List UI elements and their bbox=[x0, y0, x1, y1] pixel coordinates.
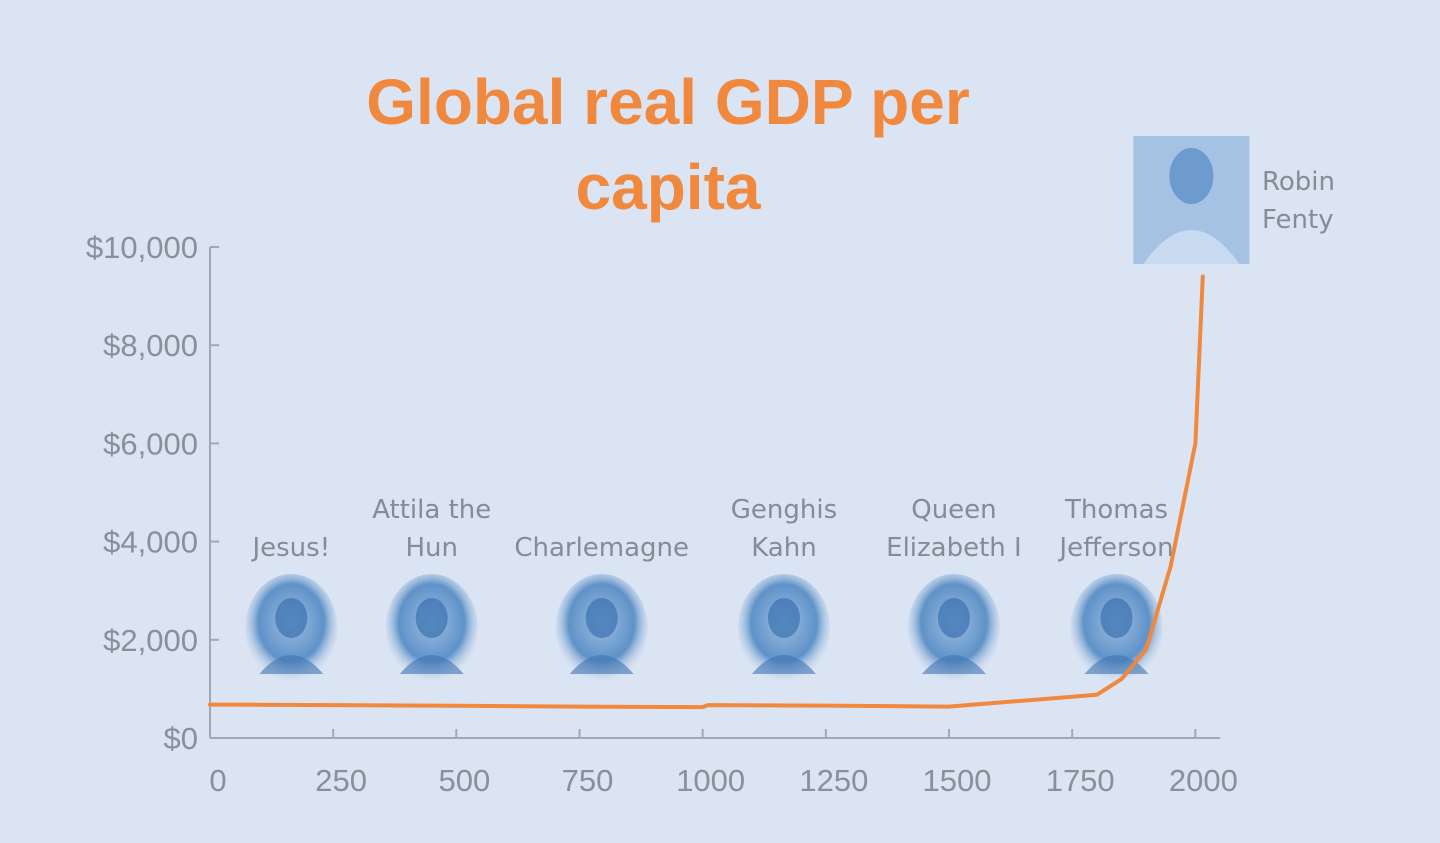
x-tick-label: 1750 bbox=[1046, 763, 1115, 798]
chart-title-line: capita bbox=[576, 151, 761, 223]
x-tick-label: 1500 bbox=[923, 763, 992, 798]
person-label: Robin bbox=[1262, 167, 1335, 197]
portrait-icon bbox=[1133, 136, 1250, 264]
portraits bbox=[245, 136, 1250, 682]
portrait-face bbox=[585, 598, 618, 638]
portrait-body bbox=[1143, 230, 1240, 264]
gdp-series-line bbox=[208, 274, 1205, 710]
portrait-shoulders bbox=[921, 655, 986, 674]
person-label: Kahn bbox=[751, 533, 816, 563]
person-label: Thomas bbox=[1064, 495, 1168, 525]
person-label: Jesus! bbox=[250, 533, 330, 563]
portrait-icon bbox=[245, 574, 338, 682]
series bbox=[208, 274, 1205, 710]
y-tick-label: $0 bbox=[164, 721, 198, 756]
person-labels: Jesus! Attila the Hun Charlemagne Genghis Kah… bbox=[250, 167, 1335, 563]
portrait-shoulders bbox=[259, 655, 324, 674]
chart-title: Global real GDP per capita bbox=[366, 66, 969, 223]
person-label: Queen bbox=[911, 495, 996, 525]
portrait-icon bbox=[555, 574, 648, 682]
x-tick-label: 750 bbox=[562, 763, 614, 798]
chart-title-line: Global real GDP per bbox=[366, 66, 969, 138]
y-tick-label: $4,000 bbox=[103, 525, 198, 560]
portrait-head bbox=[1169, 148, 1214, 204]
x-tick-label: 1250 bbox=[799, 763, 868, 798]
portrait-shoulders bbox=[751, 655, 816, 674]
chart-axes: $0 $2,000 $4,000 $6,000 $8,000 $10,000 0 250 500… bbox=[86, 230, 1238, 798]
person-label: Genghis bbox=[731, 495, 837, 525]
person-label: Jefferson bbox=[1057, 533, 1173, 563]
x-tick-label: 2000 bbox=[1169, 763, 1238, 798]
y-tick-label: $2,000 bbox=[103, 623, 198, 658]
portrait-face bbox=[767, 598, 800, 638]
person-label: Attila the bbox=[372, 495, 491, 525]
y-tick-label: $6,000 bbox=[103, 426, 198, 461]
portrait-icon bbox=[385, 574, 478, 682]
x-tick-label: 0 bbox=[209, 763, 226, 798]
portrait-face bbox=[937, 598, 970, 638]
x-tick-label: 1000 bbox=[676, 763, 745, 798]
portrait-shoulders bbox=[1084, 655, 1149, 674]
portrait-face bbox=[415, 598, 448, 638]
portrait-face bbox=[275, 598, 308, 638]
person-label: Charlemagne bbox=[514, 533, 689, 563]
person-label: Hun bbox=[405, 533, 458, 563]
portrait-shoulders bbox=[399, 655, 464, 674]
x-tick-label: 250 bbox=[315, 763, 367, 798]
y-tick-label: $8,000 bbox=[103, 328, 198, 363]
x-tick-label: 500 bbox=[438, 763, 490, 798]
portrait-icon bbox=[1070, 574, 1163, 682]
portrait-shoulders bbox=[569, 655, 634, 674]
person-label: Elizabeth I bbox=[886, 533, 1022, 563]
portrait-icon bbox=[737, 574, 830, 682]
y-tick-label: $10,000 bbox=[86, 230, 198, 265]
person-label: Fenty bbox=[1262, 205, 1334, 235]
portrait-face bbox=[1100, 598, 1133, 638]
portrait-icon bbox=[907, 574, 1000, 682]
